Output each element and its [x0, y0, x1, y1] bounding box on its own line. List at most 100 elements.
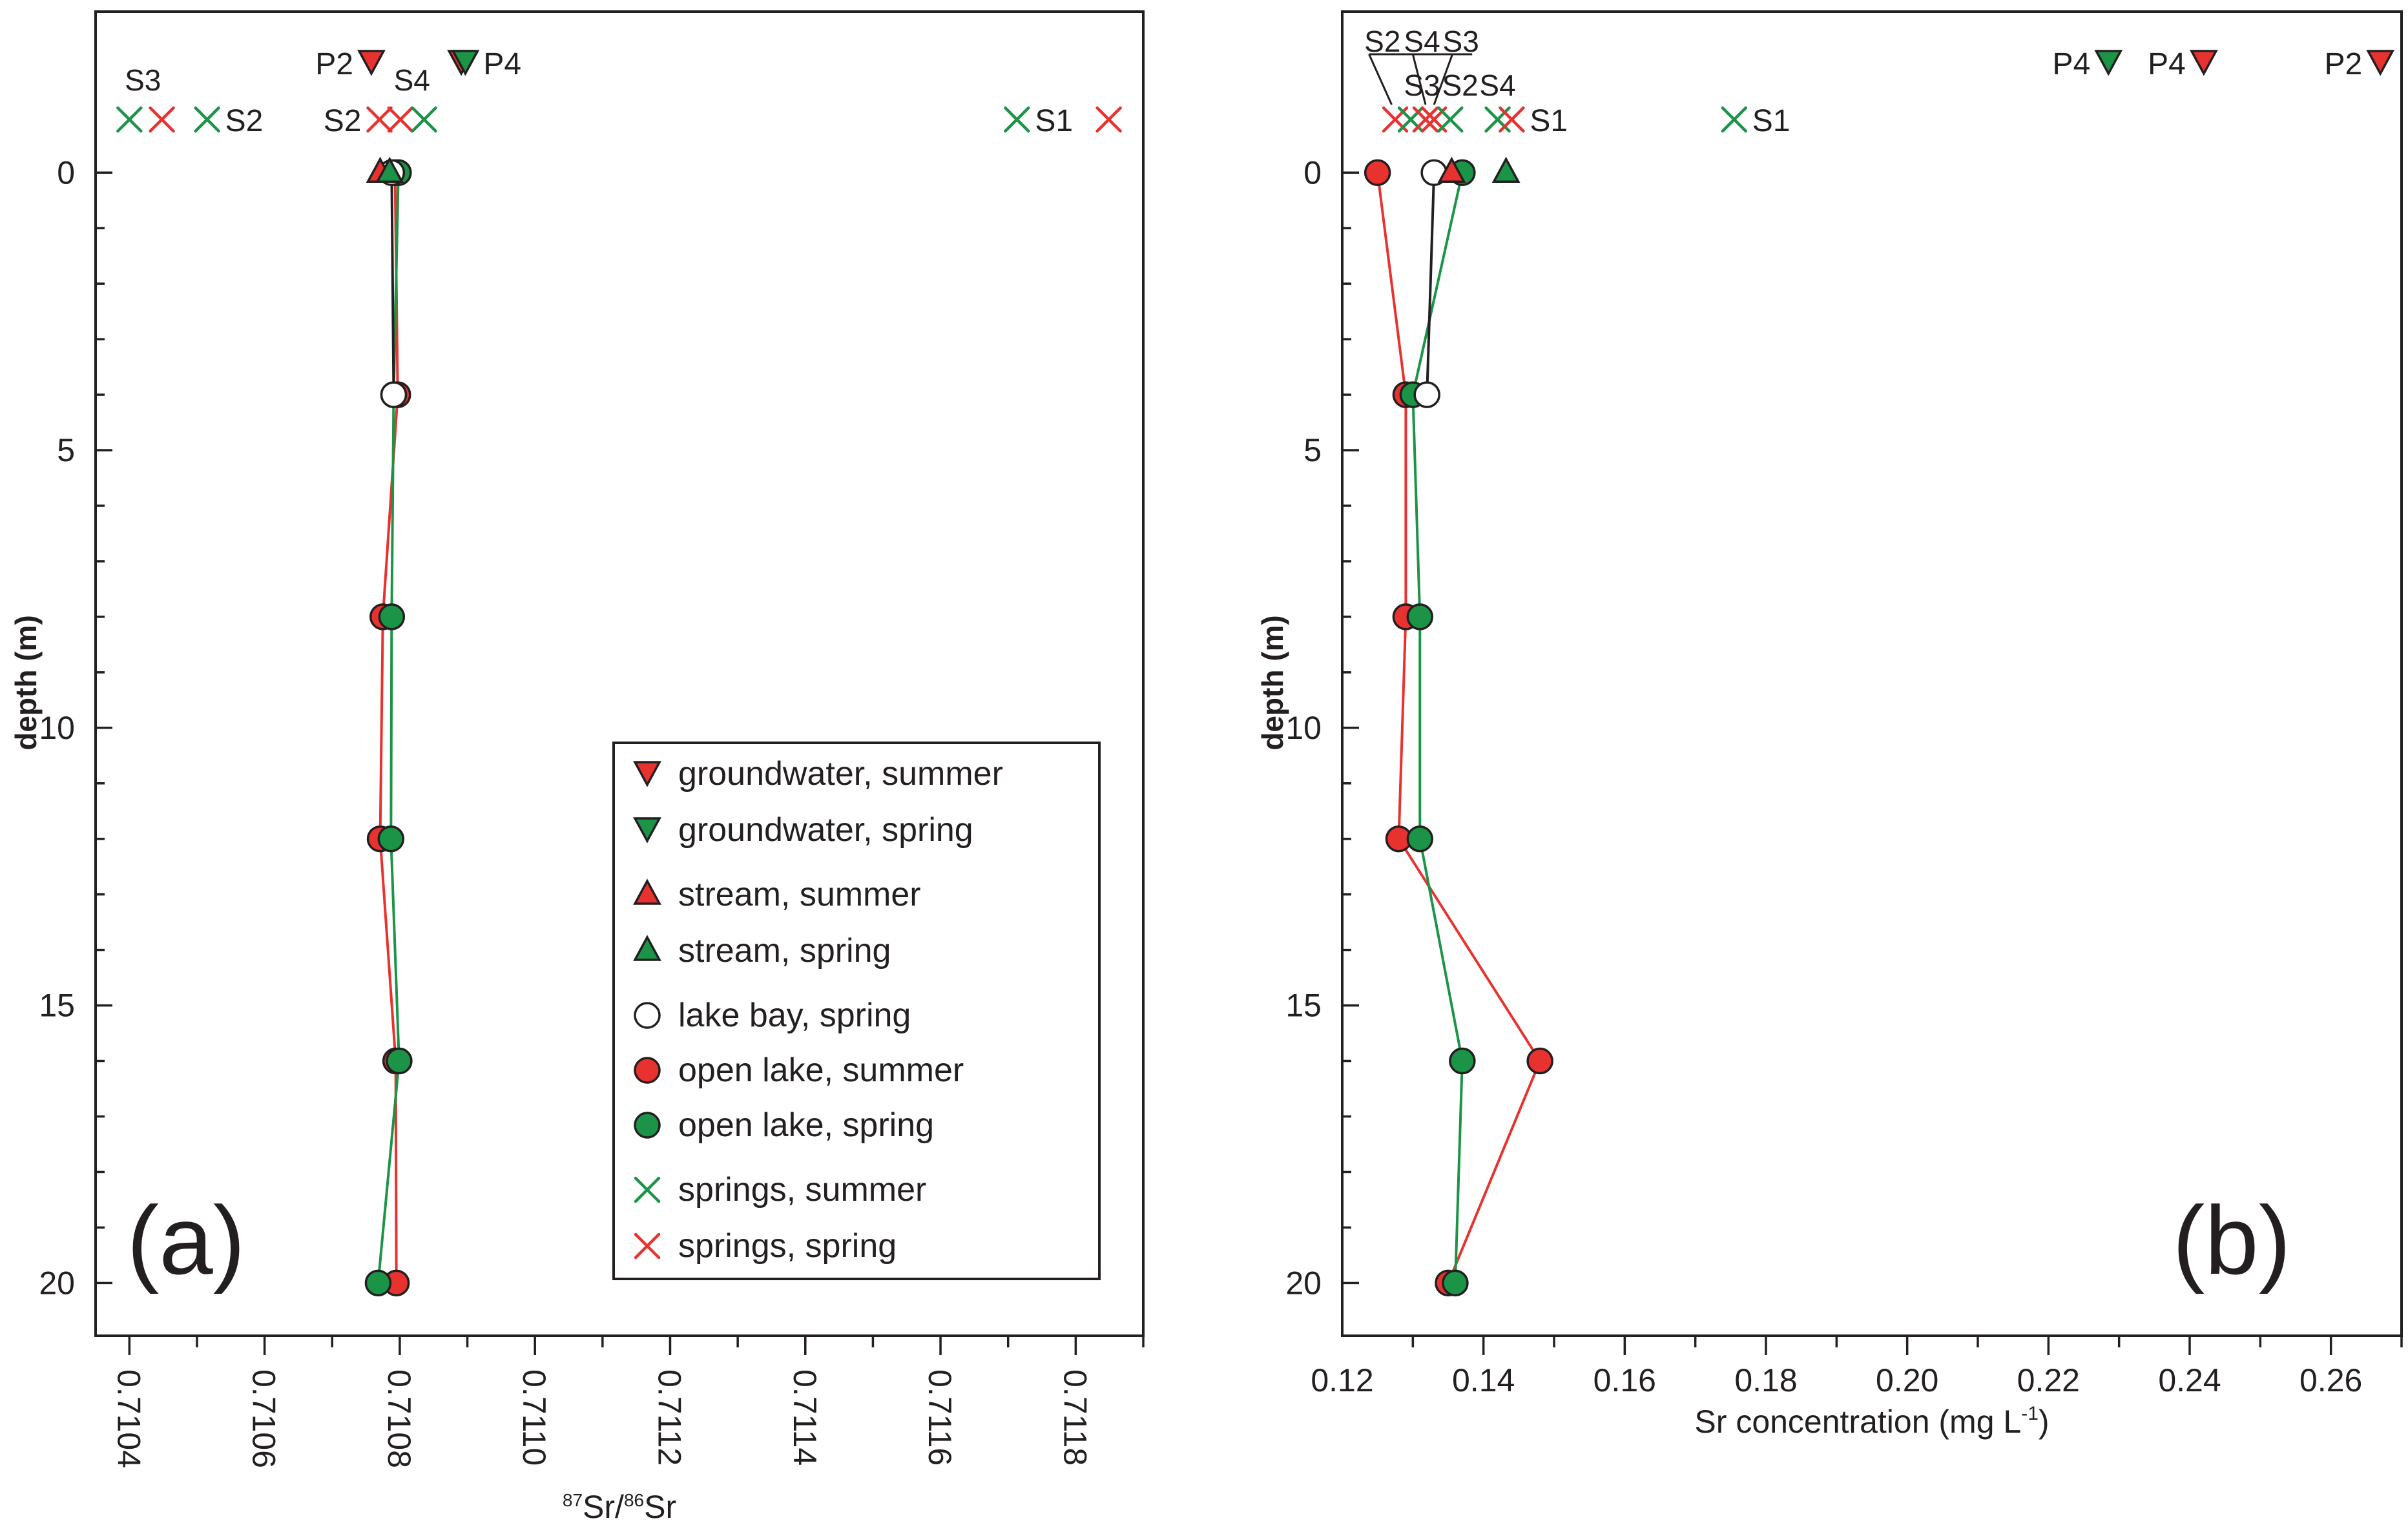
point-stream-summer — [1437, 156, 1466, 183]
legend-marker-cross — [634, 1232, 661, 1260]
x-label-superscript: -1 — [2021, 1403, 2039, 1424]
source-label: P2 — [315, 47, 353, 81]
source-groundwater-spring — [2094, 50, 2123, 76]
point-open-lake-summer — [1526, 1047, 1553, 1075]
source-springs-summer — [116, 106, 143, 133]
x-label-superscript: 86 — [624, 1490, 644, 1510]
source-groundwater-summer — [2366, 50, 2395, 76]
legend-item: lake bay, spring — [634, 997, 911, 1034]
x-tick-label: 0.7114 — [787, 1369, 823, 1466]
legend-item: groundwater, spring — [633, 811, 973, 849]
point-stream-spring — [1491, 156, 1521, 183]
y-tick-label: 5 — [57, 432, 75, 468]
legend-item: stream, summer — [633, 876, 921, 913]
legend-label: springs, summer — [678, 1171, 926, 1209]
y-tick-label: 0 — [57, 154, 75, 191]
point-lake-bay-spring — [1413, 381, 1440, 408]
y-tick-label: 20 — [39, 1265, 75, 1301]
source-groundwater-spring — [451, 50, 480, 76]
source-springs-summer — [1484, 106, 1511, 133]
source-groundwater-summer — [357, 50, 386, 76]
label-leader-line — [1411, 54, 1427, 105]
legend-marker-circle — [634, 1112, 661, 1139]
legend-marker-circle — [634, 1057, 661, 1084]
source-springs-summer — [1437, 106, 1464, 133]
x-tick-label: 0.20 — [1876, 1362, 1938, 1398]
legend-box — [612, 742, 1101, 1280]
y-axis-label: depth (m) — [1256, 615, 1289, 751]
source-springs-spring — [366, 106, 393, 133]
series-line-open-lake-summer — [1376, 172, 1542, 1284]
y-tick-label: 10 — [39, 710, 75, 746]
x-tick-label: 0.7110 — [516, 1369, 552, 1466]
source-label: S1 — [1752, 104, 1790, 138]
x-label-text: Sr concentration (mg L — [1694, 1404, 2021, 1440]
source-springs-spring — [1095, 106, 1122, 133]
point-open-lake-spring — [377, 825, 405, 853]
legend-label: groundwater, spring — [678, 811, 973, 849]
legend-item: open lake, summer — [634, 1052, 964, 1089]
source-label: S4 — [1404, 25, 1440, 58]
source-label: S3 — [1404, 68, 1440, 102]
x-tick-label: 0.7108 — [381, 1369, 417, 1468]
series-line-open-lake-spring — [1411, 172, 1464, 1283]
x-tick-label: 0.7118 — [1057, 1369, 1093, 1466]
x-axis-label: 87Sr/86Sr — [563, 1489, 676, 1525]
point-open-lake-spring — [1449, 1047, 1476, 1075]
source-label: S2 — [1442, 68, 1478, 102]
source-label: P4 — [2053, 47, 2091, 81]
point-open-lake-spring — [386, 1047, 413, 1075]
legend-marker-triangle-down — [633, 761, 661, 787]
plot-frame — [94, 10, 1145, 1337]
y-tick-label: 20 — [1285, 1265, 1322, 1301]
y-tick-label: 10 — [1285, 710, 1322, 746]
x-label-text: ) — [2039, 1404, 2050, 1440]
label-leader-line — [1368, 54, 1393, 105]
x-tick-label: 0.22 — [2017, 1362, 2080, 1398]
legend-marker-cross — [634, 1176, 661, 1203]
point-lake-bay-spring — [380, 381, 408, 408]
x-tick-label: 0.7104 — [110, 1369, 147, 1468]
legend-item: springs, summer — [634, 1171, 926, 1209]
source-springs-spring — [1412, 106, 1439, 133]
point-open-lake-spring — [1406, 825, 1434, 853]
panel-b: 0 5 10 15 20 depth (m) 0.12 0.14 0.16 0.18 0.20 0.2… — [1256, 10, 2403, 1440]
legend-label: lake bay, spring — [678, 997, 911, 1034]
legend-label: stream, spring — [678, 932, 891, 970]
x-tick-label: 0.24 — [2158, 1362, 2221, 1398]
legend-label: open lake, spring — [678, 1106, 934, 1144]
x-tick-label: 0.7106 — [246, 1369, 282, 1468]
source-groundwater-summer — [2189, 50, 2218, 76]
series-line-lake-bay-spring — [390, 172, 395, 395]
panel-letter: (b) — [2172, 1186, 2290, 1294]
x-axis-label: Sr concentration (mg L-1) — [1694, 1403, 2049, 1440]
source-label: P4 — [2148, 47, 2186, 81]
panel-letter: (a) — [127, 1186, 245, 1294]
y-tick-label: 0 — [1303, 154, 1322, 191]
legend-label: stream, summer — [678, 876, 921, 913]
legend-marker-triangle-up — [633, 878, 661, 905]
x-tick-label: 0.16 — [1593, 1362, 1656, 1398]
source-label: P2 — [2324, 47, 2362, 81]
source-label: S1 — [1530, 104, 1568, 138]
source-label: S4 — [1479, 68, 1515, 102]
x-tick-label: 0.7112 — [651, 1369, 687, 1466]
source-label: S3 — [1443, 25, 1479, 58]
legend-marker-circle — [634, 1002, 661, 1029]
y-axis-label: depth (m) — [9, 615, 43, 751]
x-tick-label: 0.12 — [1311, 1362, 1373, 1398]
x-label-text: Sr/ — [583, 1489, 624, 1525]
source-springs-summer — [194, 106, 220, 133]
point-open-lake-spring — [364, 1269, 392, 1297]
legend-item: springs, spring — [634, 1227, 897, 1265]
y-tick-label: 15 — [1285, 988, 1322, 1024]
point-open-lake-spring — [1442, 1269, 1469, 1297]
point-open-lake-spring — [1406, 603, 1434, 630]
x-label-text: Sr — [644, 1489, 676, 1525]
legend-label: springs, spring — [678, 1227, 897, 1265]
x-label-superscript: 87 — [563, 1490, 583, 1510]
legend-marker-triangle-down — [633, 817, 661, 844]
series-line-lake-bay-spring — [1426, 172, 1436, 395]
source-label: S2 — [225, 104, 264, 138]
